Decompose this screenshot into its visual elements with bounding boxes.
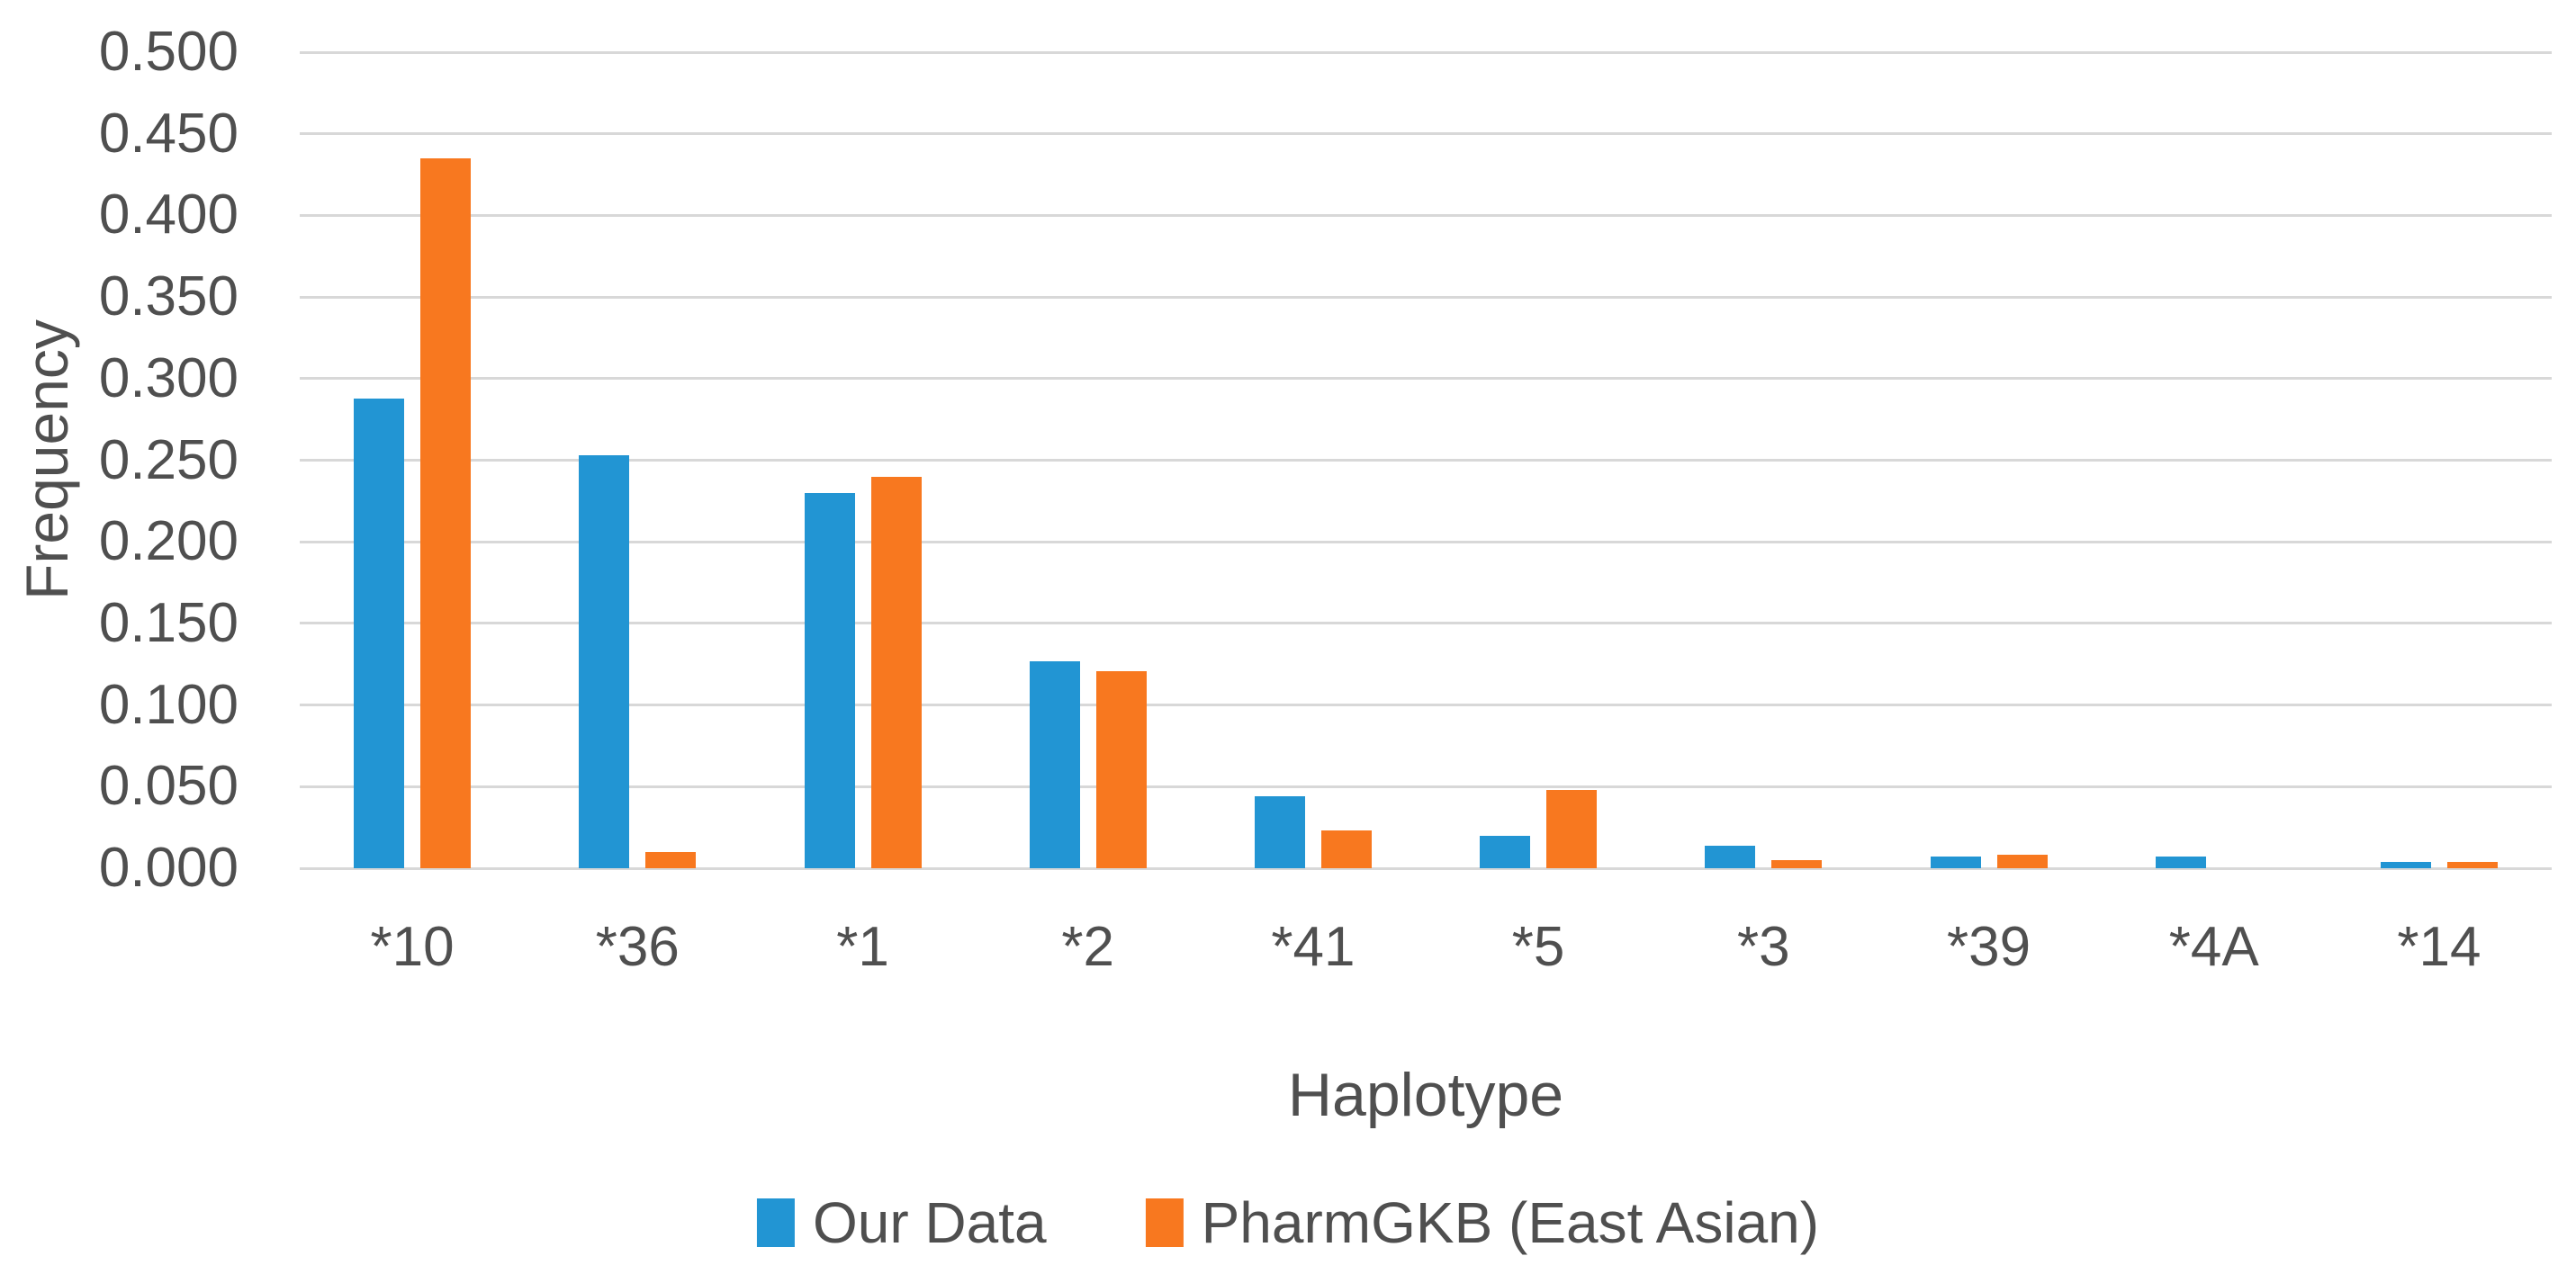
legend-label-pharmgkb: PharmGKB (East Asian) (1201, 1190, 1820, 1255)
gridline (300, 540, 2552, 543)
x-category-label: *1 (836, 916, 889, 978)
gridline (300, 377, 2552, 381)
bar-pharmgkb-14 (2446, 861, 2498, 868)
x-category-label: *4A (2168, 916, 2259, 978)
y-tick-label: 0.200 (98, 510, 239, 573)
x-category-label: *36 (595, 916, 680, 978)
gridline (300, 622, 2552, 625)
gridline (300, 50, 2552, 54)
bar-our-data-39 (1930, 857, 1981, 868)
x-category-label: *39 (1946, 916, 2031, 978)
y-tick-label: 0.450 (98, 102, 239, 165)
y-tick-label: 0.300 (98, 346, 239, 409)
bar-pharmgkb-10 (420, 157, 472, 868)
bar-pharmgkb-39 (1996, 855, 2048, 868)
gridline (300, 295, 2552, 299)
bar-our-data-10 (354, 398, 405, 868)
y-tick-label: 0.350 (98, 265, 239, 328)
bar-pharmgkb-5 (1546, 789, 1598, 868)
bar-pharmgkb-2 (1095, 670, 1147, 868)
bar-our-data-2 (1029, 660, 1080, 868)
y-tick-label: 0.100 (98, 673, 239, 736)
x-category-label: *5 (1511, 916, 1565, 978)
legend-item-our-data: Our Data (756, 1189, 1047, 1256)
bar-pharmgkb-36 (645, 851, 697, 868)
legend-label-our-data: Our Data (812, 1190, 1047, 1255)
bar-pharmgkb-1 (870, 476, 922, 868)
y-tick-label: 0.000 (98, 837, 239, 899)
legend-swatch-our-data (756, 1198, 795, 1247)
y-tick-label: 0.250 (98, 428, 239, 491)
x-axis-title: Haplotype (1287, 1061, 1564, 1129)
gridline (300, 213, 2552, 217)
bar-our-data-5 (1480, 835, 1531, 868)
y-tick-label: 0.150 (98, 591, 239, 654)
legend-swatch-pharmgkb (1145, 1198, 1184, 1247)
legend-item-pharmgkb: PharmGKB (East Asian) (1145, 1189, 1820, 1256)
y-tick-label: 0.400 (98, 184, 239, 247)
y-tick-label: 0.050 (98, 755, 239, 818)
gridline (300, 704, 2552, 707)
bar-our-data-41 (1254, 796, 1305, 868)
gridline (300, 459, 2552, 462)
bar-pharmgkb-41 (1320, 830, 1372, 868)
bar-our-data-3 (1705, 845, 1756, 868)
gridline (300, 785, 2552, 788)
y-tick-label: 0.500 (98, 21, 239, 83)
bar-our-data-36 (579, 455, 630, 868)
x-category-label: *3 (1736, 916, 1790, 978)
gridline (300, 866, 2552, 870)
x-category-label: *14 (2397, 916, 2481, 978)
bar-pharmgkb-3 (1771, 859, 1823, 868)
gridline (300, 132, 2552, 136)
x-category-label: *41 (1271, 916, 1356, 978)
legend: Our Data PharmGKB (East Asian) (756, 1189, 1820, 1256)
x-category-label: *10 (370, 916, 455, 978)
bar-our-data-4A (2155, 857, 2206, 868)
bar-our-data-14 (2380, 861, 2431, 868)
x-category-label: *2 (1061, 916, 1114, 978)
bar-our-data-1 (804, 492, 855, 868)
